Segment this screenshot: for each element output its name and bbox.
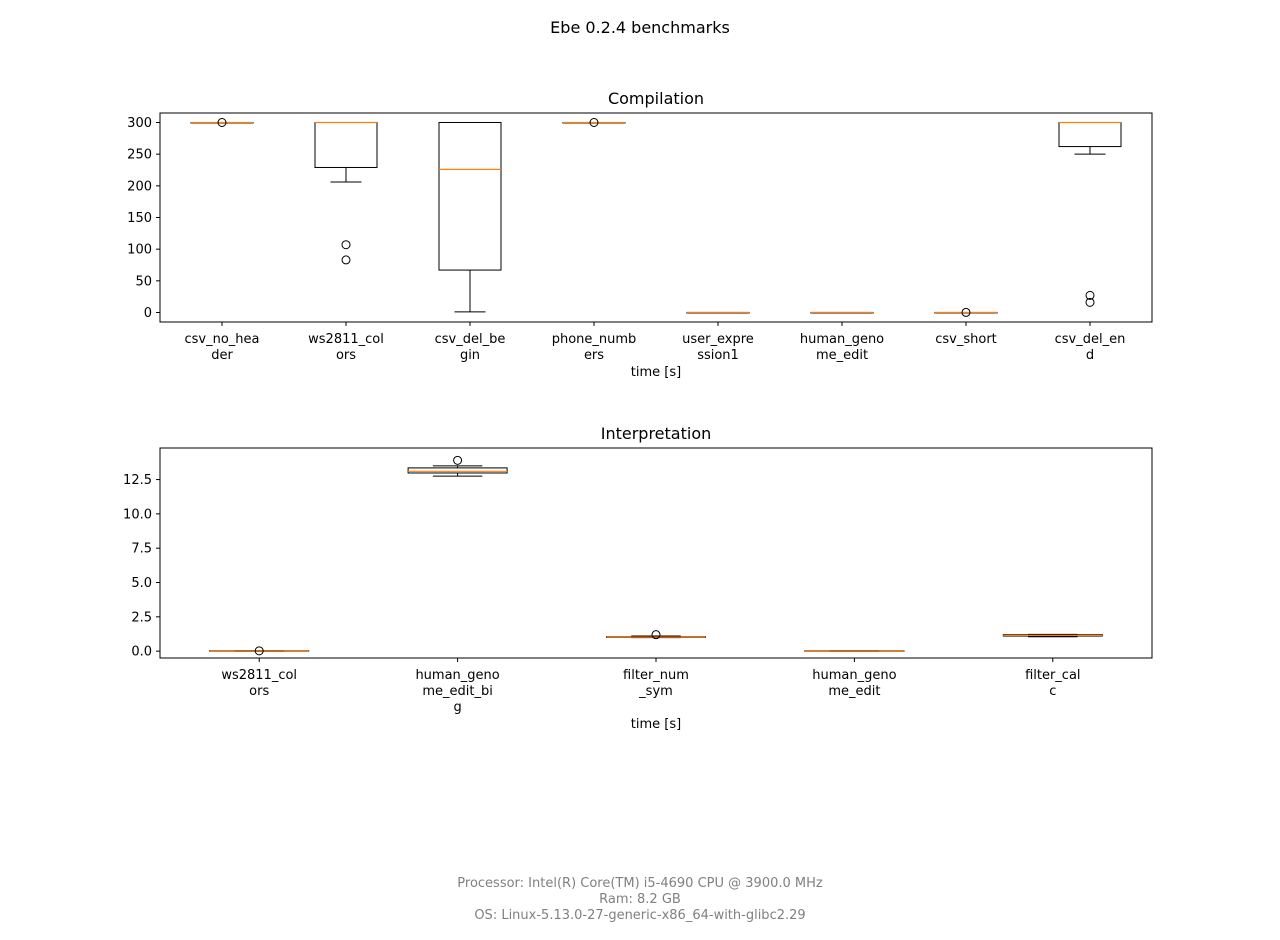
outlier-point bbox=[453, 455, 463, 465]
box-3 bbox=[804, 650, 905, 652]
x-tick-label: csv_short bbox=[935, 332, 997, 347]
x-tick-label: human_geno me_edit bbox=[800, 332, 884, 363]
x-tick-label: human_geno me_edit bbox=[812, 668, 896, 699]
box-4 bbox=[1002, 633, 1103, 638]
figure-title: Ebe 0.2.4 benchmarks bbox=[550, 18, 730, 37]
iqr-box bbox=[1058, 122, 1122, 148]
processor-info: Processor: Intel(R) Core(TM) i5-4690 CPU… bbox=[457, 876, 823, 891]
box-4 bbox=[686, 311, 750, 314]
y-tick-label: 5.0 bbox=[131, 576, 152, 591]
y-tick-label: 0 bbox=[144, 306, 152, 321]
iqr-box bbox=[407, 467, 508, 474]
box-3 bbox=[562, 118, 626, 127]
y-tick-label: 100 bbox=[127, 243, 152, 258]
os-info: OS: Linux-5.13.0-27-generic-x86_64-with-… bbox=[474, 908, 806, 923]
y-tick-label: 10.0 bbox=[123, 507, 152, 522]
iqr-box bbox=[314, 122, 378, 168]
outlier-point bbox=[254, 646, 264, 656]
x-axis-label: time [s] bbox=[631, 365, 681, 380]
y-tick-label: 12.5 bbox=[123, 473, 152, 488]
subplot-title: Compilation bbox=[608, 89, 704, 108]
outlier-point bbox=[589, 118, 599, 127]
x-tick-label: csv_del_be gin bbox=[435, 332, 506, 363]
outlier-point bbox=[1085, 297, 1095, 307]
box-0 bbox=[190, 118, 254, 127]
iqr-box bbox=[438, 122, 502, 271]
box-2 bbox=[606, 630, 706, 640]
outlier-point bbox=[341, 240, 351, 250]
y-tick-label: 0.0 bbox=[131, 645, 152, 660]
interpretation-panel: Interpretation 0.0 2.5 5.0 7.5 10.0 12.5 ws2811… bbox=[123, 424, 1153, 732]
box-1 bbox=[314, 121, 378, 265]
subplot-title: Interpretation bbox=[601, 424, 712, 443]
box-0 bbox=[209, 646, 310, 656]
x-tick-label: ws2811_col ors bbox=[308, 332, 384, 363]
y-tick-label: 7.5 bbox=[131, 542, 152, 557]
y-tick-label: 2.5 bbox=[131, 610, 152, 625]
axes-frame bbox=[159, 112, 1153, 323]
x-tick-label: filter_cal c bbox=[1025, 668, 1080, 699]
y-tick-label: 150 bbox=[127, 211, 152, 226]
y-tick-label: 250 bbox=[127, 148, 152, 163]
ram-info: Ram: 8.2 GB bbox=[599, 892, 681, 907]
outlier-point bbox=[651, 630, 661, 640]
y-tick-label: 50 bbox=[135, 274, 152, 289]
box-5 bbox=[810, 311, 874, 314]
box-6 bbox=[934, 307, 998, 317]
x-axis-label: time [s] bbox=[631, 717, 681, 732]
x-tick-label: phone_numb ers bbox=[552, 332, 637, 363]
system-info-footer: Processor: Intel(R) Core(TM) i5-4690 CPU… bbox=[0, 876, 1280, 924]
box-1 bbox=[407, 455, 508, 477]
outlier-point bbox=[341, 255, 351, 265]
x-tick-label: ws2811_col ors bbox=[221, 668, 297, 699]
x-tick-label: user_expre ssion1 bbox=[682, 332, 754, 363]
x-tick-label: csv_del_en d bbox=[1055, 332, 1126, 363]
y-tick-label: 300 bbox=[127, 116, 152, 131]
axes-frame bbox=[159, 447, 1153, 659]
outlier-point bbox=[961, 307, 971, 317]
y-tick-label: 200 bbox=[127, 179, 152, 194]
x-tick-label: human_geno me_edit_bi g bbox=[415, 668, 499, 715]
box-2 bbox=[438, 122, 502, 313]
outlier-point bbox=[217, 118, 227, 127]
box-7 bbox=[1058, 121, 1122, 307]
x-tick-label: filter_num _sym bbox=[623, 668, 689, 699]
x-tick-label: csv_no_hea der bbox=[184, 332, 259, 363]
compilation-panel: Compilation 0 50 100 150 200 250 300 csv_no_hea d… bbox=[127, 89, 1153, 380]
outlier-point bbox=[1085, 290, 1095, 300]
